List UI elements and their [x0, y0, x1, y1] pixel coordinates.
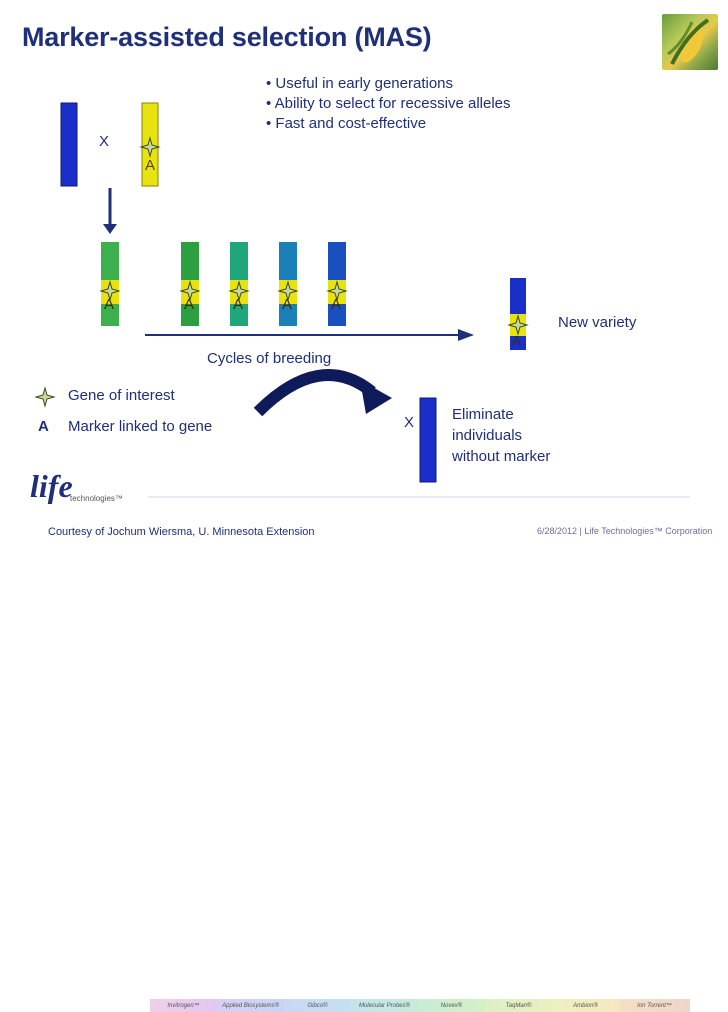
brand-label: Novex® — [418, 999, 485, 1012]
legend-gene-label: Gene of interest — [68, 387, 175, 404]
legend-marker-symbol: A — [38, 418, 49, 435]
gene-of-interest-icon — [35, 387, 55, 407]
brand-label: Ion Torrent™ — [619, 999, 690, 1012]
date-footer: 6/28/2012 | Life Technologies™ Corporati… — [537, 526, 713, 536]
progeny-2-bottom — [230, 304, 248, 326]
brand-label: Applied Biosystems® — [217, 999, 284, 1012]
cross-symbol: X — [404, 414, 415, 431]
marker-letter: A — [282, 296, 293, 313]
cycles-label: Cycles of breeding — [207, 350, 332, 367]
right-arrow-icon — [458, 329, 474, 341]
marker-letter: A — [145, 157, 156, 174]
progeny-1-bottom — [181, 304, 199, 326]
benefit-item: • Fast and cost-effective — [266, 115, 427, 132]
new-variety-top — [510, 278, 526, 314]
parent-blue-chromosome — [60, 102, 78, 187]
progeny-4-top — [328, 242, 346, 280]
progeny-2-top — [230, 242, 248, 280]
benefit-list: • Useful in early generations • Ability … — [266, 74, 511, 134]
eliminate-text: Eliminate individuals without marker — [452, 404, 550, 467]
legend-marker-label: Marker linked to gene — [68, 418, 213, 435]
logo-sub: technologies™ — [70, 494, 123, 503]
eliminated-chromosome — [419, 397, 437, 483]
curved-arrow-icon — [253, 369, 376, 417]
progeny-3-top — [279, 242, 297, 280]
cross-symbol: X — [99, 133, 110, 150]
progeny-1-top — [181, 242, 199, 280]
courtesy-text: Courtesy of Jochum Wiersma, U. Minnesota… — [48, 526, 315, 538]
benefit-item: • Ability to select for recessive allele… — [266, 95, 511, 112]
marker-letter: A — [184, 296, 195, 313]
marker-letter: A — [104, 296, 115, 313]
brand-label: Gibco® — [284, 999, 351, 1012]
eliminate-line: without marker — [452, 448, 551, 465]
progeny-4-bottom — [328, 304, 346, 326]
brand-label: Invitrogen™ — [150, 999, 217, 1012]
page-title: Marker-assisted selection (MAS) — [22, 22, 432, 52]
marker-letter: A — [512, 333, 521, 348]
marker-letter: A — [233, 296, 244, 313]
brand-label: Molecular Probes® — [351, 999, 418, 1012]
brand-label: Ambion® — [552, 999, 619, 1012]
mas-diagram — [35, 102, 690, 498]
f1-chromosome-bottom — [101, 304, 119, 326]
marker-letter: A — [331, 296, 342, 313]
f1-chromosome-top — [101, 242, 119, 280]
eliminate-line: individuals — [452, 427, 523, 444]
down-arrow-icon — [103, 224, 117, 234]
brand-label: TaqMan® — [485, 999, 552, 1012]
progeny-3-bottom — [279, 304, 297, 326]
new-variety-label: New variety — [558, 314, 637, 331]
new-variety-bottom — [510, 336, 526, 350]
eliminate-line: Eliminate — [452, 406, 514, 423]
life-technologies-logo: life technologies™ — [30, 470, 140, 516]
benefit-item: • Useful in early generations — [266, 75, 454, 92]
corn-image — [662, 14, 718, 70]
brand-stripe: Invitrogen™ Applied Biosystems® Gibco® M… — [150, 500, 690, 1012]
logo-word: life — [30, 468, 73, 504]
